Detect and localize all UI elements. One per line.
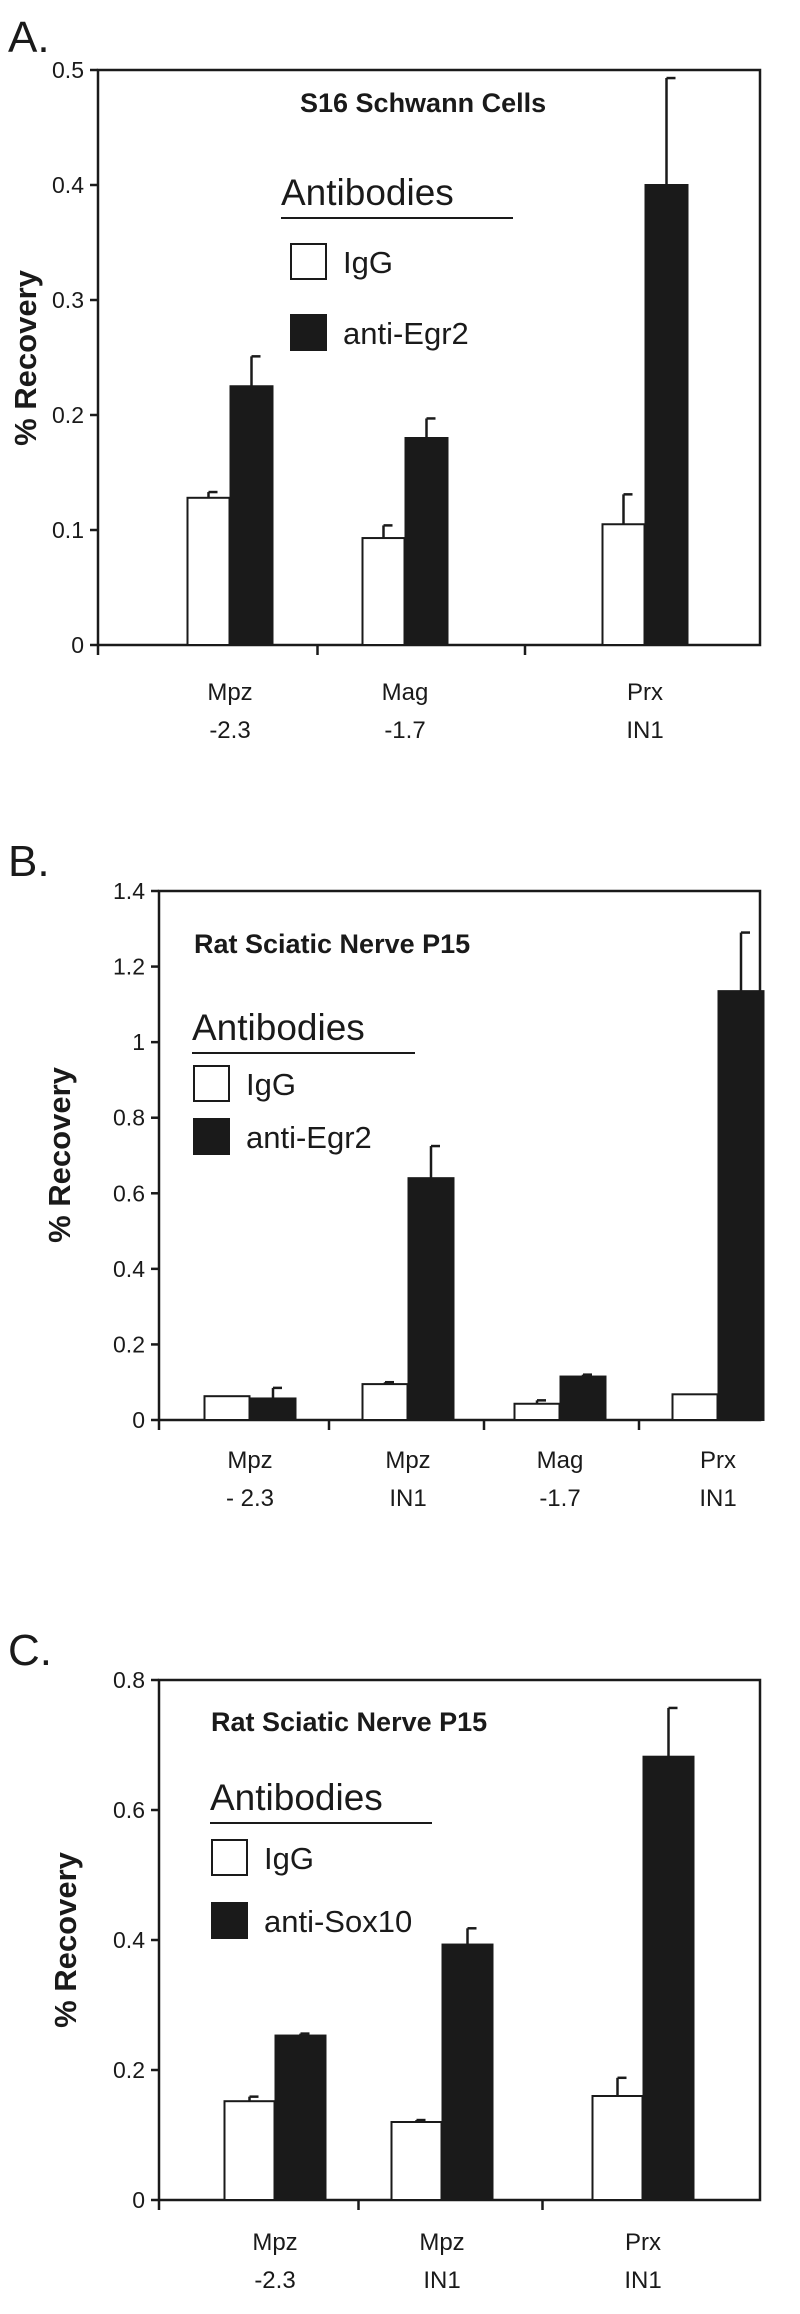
legend-label: anti-Egr2	[343, 316, 469, 351]
bar-igg	[671, 1393, 719, 1421]
y-tick-label: 0.2	[113, 2057, 145, 2083]
y-tick-label: 0	[71, 632, 84, 658]
x-category-sublabel: -1.7	[384, 717, 425, 744]
legend-title: Antibodies	[210, 1777, 383, 1818]
y-tick-label: 0.2	[52, 402, 84, 428]
bar-antibody	[249, 1397, 297, 1422]
y-axis-label: % Recovery	[48, 1851, 83, 2028]
x-category-sublabel: -2.3	[209, 717, 250, 744]
x-category-label: Mpz	[419, 2229, 464, 2256]
bar-igg	[361, 1383, 409, 1421]
y-tick-label: 1.2	[113, 954, 145, 980]
y-tick-label: 0.8	[113, 1667, 145, 1693]
x-category-sublabel: - 2.3	[226, 1485, 274, 1512]
bar-igg	[513, 1402, 561, 1422]
chart-panel-1: A. 0 0.1 0.2 0.3 0.4 0.5 Mpz -2.3 Mag -1.7 Prx IN1 S1…	[8, 13, 762, 744]
chart-title: Rat Sciatic Nerve P15	[194, 929, 470, 959]
y-tick-label: 0.4	[113, 1256, 145, 1282]
legend-label: anti-Egr2	[246, 1120, 372, 1155]
x-category-sublabel: IN1	[389, 1485, 426, 1512]
y-tick-label: 1	[132, 1029, 145, 1055]
chart-title: S16 Schwann Cells	[300, 88, 546, 118]
x-category-label: Mpz	[252, 2229, 297, 2256]
y-tick-label: 0.4	[52, 172, 84, 198]
y-tick-label: 0.1	[52, 517, 84, 543]
y-tick-label: 0.8	[113, 1105, 145, 1131]
x-category-label: Mpz	[385, 1447, 430, 1474]
x-category-label: Prx	[627, 679, 663, 706]
x-category-sublabel: IN1	[624, 2267, 661, 2294]
x-category-label: Mag	[382, 679, 429, 706]
x-category-sublabel: -2.3	[254, 2267, 295, 2294]
x-category-label: Prx	[625, 2229, 661, 2256]
legend-label: IgG	[343, 245, 393, 280]
y-axis-label: % Recovery	[8, 269, 43, 446]
bar-antibody	[229, 385, 274, 646]
legend-swatch	[193, 1065, 230, 1102]
bar-igg	[601, 523, 646, 646]
bar-antibody	[441, 1943, 494, 2202]
y-axis-label: % Recovery	[42, 1066, 77, 1243]
x-category-sublabel: IN1	[423, 2267, 460, 2294]
bar-antibody	[644, 184, 689, 646]
chart-panel-3: C. 0 0.2 0.4 0.6 0.8 Mpz -2.3 Mpz IN1 Prx IN1 Rat Sc…	[8, 1626, 762, 2294]
legend-swatch	[211, 1839, 248, 1876]
x-category-label: Mpz	[207, 679, 252, 706]
x-category-sublabel: IN1	[699, 1485, 736, 1512]
bar-antibody	[274, 2034, 327, 2202]
legend-swatch	[290, 243, 327, 280]
y-tick-label: 0.3	[52, 287, 84, 313]
y-tick-label: 0.6	[113, 1180, 145, 1206]
y-tick-label: 0.5	[52, 57, 84, 83]
y-tick-label: 0	[132, 2187, 145, 2213]
bar-antibody	[559, 1375, 607, 1421]
legend-swatch	[193, 1118, 230, 1155]
x-category-label: Prx	[700, 1447, 736, 1474]
bar-igg	[361, 537, 406, 646]
legend-title: Antibodies	[192, 1007, 365, 1048]
legend-swatch	[211, 1902, 248, 1939]
panel-letter: B.	[8, 837, 50, 886]
panel-letter: C.	[8, 1626, 52, 1675]
bar-igg	[203, 1395, 251, 1421]
legend-label: anti-Sox10	[264, 1904, 412, 1939]
plot-frame	[157, 889, 762, 1422]
y-tick-label: 0.2	[113, 1331, 145, 1357]
chart-panel-2: B. 0 0.2 0.4 0.6 0.8 1 1.2 1.4 Mpz - 2.3 Mpz IN1 Mag -…	[8, 837, 765, 1512]
bar-antibody	[404, 437, 449, 646]
bar-igg	[223, 2100, 276, 2201]
bar-igg	[186, 496, 231, 646]
x-category-label: Mpz	[227, 1447, 272, 1474]
bar-antibody	[407, 1177, 455, 1421]
bar-igg	[390, 2121, 443, 2201]
y-tick-label: 0.4	[113, 1927, 145, 1953]
panel-letter: A.	[8, 13, 50, 62]
chart-title: Rat Sciatic Nerve P15	[211, 1707, 487, 1737]
x-category-label: Mag	[537, 1447, 584, 1474]
x-category-sublabel: -1.7	[539, 1485, 580, 1512]
legend-label: IgG	[264, 1841, 314, 1876]
y-tick-label: 0	[132, 1407, 145, 1433]
legend-swatch	[290, 314, 327, 351]
y-tick-label: 0.6	[113, 1797, 145, 1823]
bar-antibody	[642, 1755, 695, 2201]
legend-label: IgG	[246, 1067, 296, 1102]
legend-title: Antibodies	[281, 172, 454, 213]
x-category-sublabel: IN1	[626, 717, 663, 744]
bar-igg	[591, 2095, 644, 2201]
bar-antibody	[717, 990, 765, 1421]
y-tick-label: 1.4	[113, 878, 145, 904]
